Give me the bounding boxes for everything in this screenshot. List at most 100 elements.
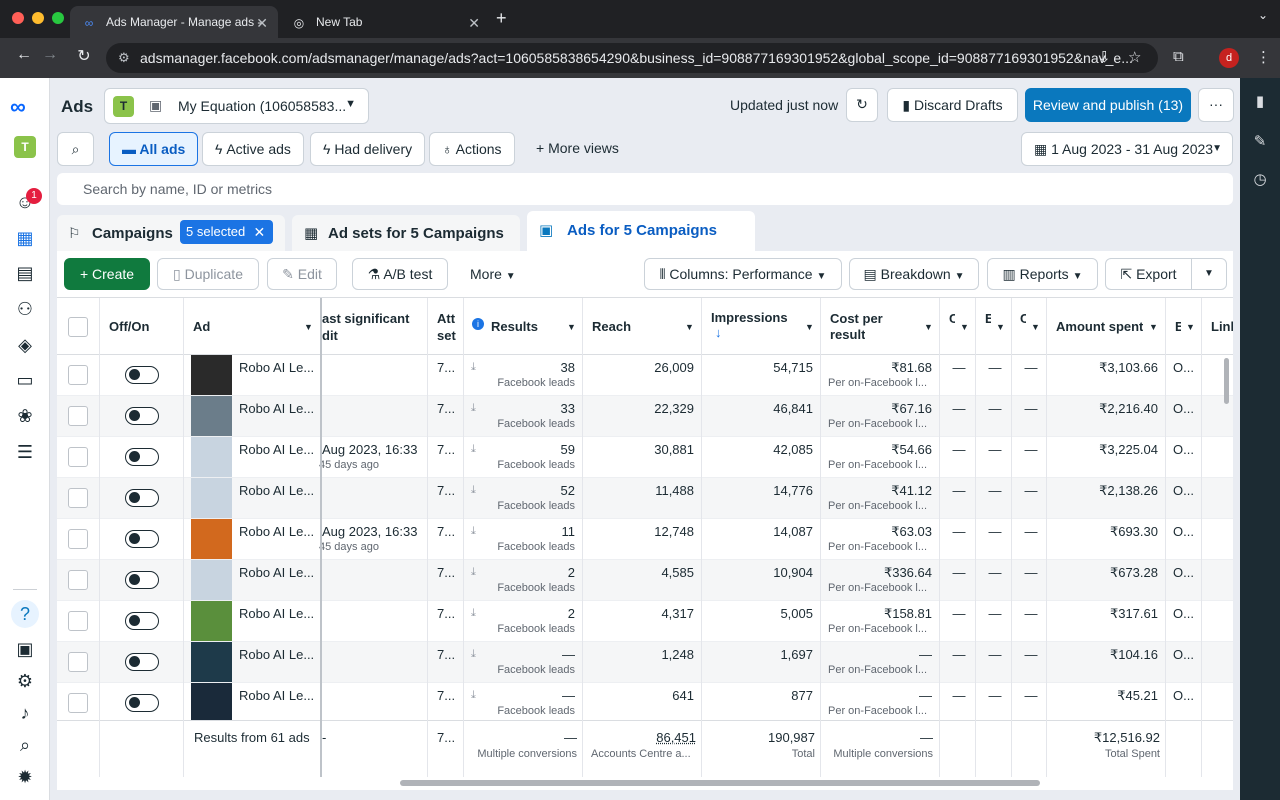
ad-name-link[interactable]: Robo AI Le... [239, 442, 315, 457]
col-c2[interactable]: E [985, 311, 991, 326]
ads-manager-icon[interactable]: ▦ [16, 228, 34, 248]
ad-thumbnail[interactable] [191, 355, 232, 395]
campaign-icon[interactable]: ◈ [18, 335, 32, 355]
more-options-button[interactable]: ··· [1198, 88, 1234, 122]
col-e[interactable]: E [1175, 319, 1181, 334]
ad-name-link[interactable]: Robo AI Le... [239, 483, 315, 498]
browser-tab-new-tab[interactable]: ◎ New Tab ✕ [280, 6, 490, 38]
account-selector[interactable]: T ▣ My Equation (106058583... ▼ [104, 88, 369, 124]
install-icon[interactable]: ⇩ [1098, 49, 1111, 66]
pages-icon[interactable]: ▤ [16, 263, 34, 283]
billing-icon[interactable]: ▭ [16, 370, 34, 390]
all-ads-view[interactable]: ▬ All ads [109, 132, 199, 166]
business-icon[interactable]: ❀ [17, 406, 33, 426]
col-results[interactable]: Results [491, 319, 538, 334]
tab-adsets[interactable]: ▦ Ad sets for 5 Campaigns [292, 215, 520, 251]
ad-thumbnail[interactable] [191, 642, 232, 682]
row-checkbox[interactable] [68, 529, 88, 549]
extensions-icon[interactable]: ⧉ [1173, 48, 1184, 65]
table-row[interactable]: Robo AI Le... 7... ⤓ — Facebook leads 1,248 1,… [57, 642, 1233, 683]
caret-down-icon[interactable]: ▼ [960, 322, 969, 332]
horizontal-scrollbar[interactable] [400, 780, 1040, 786]
profile-avatar[interactable]: d [1219, 48, 1239, 68]
columns-button[interactable]: ⫴ Columns: Performance ▼ [644, 258, 842, 290]
caret-down-icon[interactable]: ▼ [1186, 322, 1195, 332]
row-checkbox[interactable] [68, 611, 88, 631]
site-info-icon[interactable]: ⚙ [118, 50, 130, 65]
actions-view[interactable]: ♁ Actions [429, 132, 515, 166]
col-link[interactable]: Link [1211, 319, 1233, 334]
create-button[interactable]: + Create [64, 258, 150, 290]
vertical-scrollbar[interactable] [1224, 358, 1229, 404]
download-icon[interactable]: ⤓ [471, 607, 476, 619]
ad-thumbnail[interactable] [191, 601, 232, 641]
duplicate-button[interactable]: ▯ Duplicate [157, 258, 259, 290]
table-row[interactable]: Robo AI Le... 7... ⤓ 2 Facebook leads 4,585 10… [57, 560, 1233, 601]
ad-toggle[interactable] [125, 407, 159, 425]
edit-button[interactable]: ✎ Edit [267, 258, 337, 290]
maximize-window-button[interactable] [52, 12, 64, 24]
ad-toggle[interactable] [125, 653, 159, 671]
table-row[interactable]: Robo AI Le... Aug 2023, 16:33 45 days ago 7… [57, 519, 1233, 560]
ad-thumbnail[interactable] [191, 478, 232, 518]
address-bar[interactable]: ⚙ adsmanager.facebook.com/adsmanager/man… [106, 43, 1158, 73]
bell-icon[interactable]: ♪ [20, 703, 30, 723]
table-row[interactable]: Robo AI Le... 7... ⤓ 38 Facebook leads 26,009… [57, 355, 1233, 396]
info-icon[interactable]: i [472, 318, 484, 330]
col-amount-spent[interactable]: Amount spent [1056, 319, 1144, 334]
download-icon[interactable]: ⤓ [471, 443, 476, 455]
download-icon[interactable]: ⤓ [471, 689, 476, 701]
refresh-button[interactable]: ↻ [846, 88, 878, 122]
close-tab-icon[interactable]: ✕ [256, 15, 268, 31]
ad-name-link[interactable]: Robo AI Le... [239, 565, 315, 580]
reports-button[interactable]: ▥ Reports ▼ [987, 258, 1098, 290]
date-range-picker[interactable]: ▦ 1 Aug 2023 - 31 Aug 2023 ▼ [1021, 132, 1233, 166]
search-icon[interactable]: ⌕ [19, 735, 31, 755]
caret-down-icon[interactable]: ▼ [1031, 322, 1040, 332]
table-row[interactable]: Robo AI Le... 7... ⤓ 33 Facebook leads 22,329… [57, 396, 1233, 437]
meta-logo-icon[interactable]: ∞ [10, 94, 26, 119]
col-c1[interactable]: C [949, 311, 955, 326]
ad-name-link[interactable]: Robo AI Le... [239, 401, 315, 416]
row-checkbox[interactable] [68, 488, 88, 508]
col-attribution[interactable]: Att [437, 311, 456, 326]
ad-toggle[interactable] [125, 366, 159, 384]
col-offon[interactable]: Off/On [109, 319, 150, 334]
totals-reach[interactable]: 86,451 [656, 730, 696, 745]
forward-icon[interactable]: → [42, 46, 58, 63]
account-avatar[interactable]: T [14, 136, 36, 158]
back-icon[interactable]: ← [16, 46, 32, 63]
history-icon[interactable]: ◷ [1253, 171, 1267, 188]
more-button[interactable]: More ▼ [470, 266, 516, 282]
ad-toggle[interactable] [125, 530, 159, 548]
had-delivery-view[interactable]: ϟ Had delivery [310, 132, 426, 166]
col-impressions[interactable]: Impressions [711, 310, 788, 325]
ad-toggle[interactable] [125, 694, 159, 712]
export-options-button[interactable]: ▼ [1191, 258, 1227, 290]
chart-icon[interactable]: ▮ [1255, 93, 1265, 110]
ad-thumbnail[interactable] [191, 437, 232, 477]
download-icon[interactable]: ⤓ [471, 566, 476, 578]
close-tab-icon[interactable]: ✕ [468, 15, 480, 31]
col-last-edit[interactable]: ast significant [322, 311, 410, 326]
minimize-window-button[interactable] [32, 12, 44, 24]
ad-thumbnail[interactable] [191, 683, 232, 723]
discard-drafts-button[interactable]: ▮ Discard Drafts [887, 88, 1018, 122]
ad-toggle[interactable] [125, 489, 159, 507]
breakdown-button[interactable]: ▤ Breakdown ▼ [849, 258, 979, 290]
ad-toggle[interactable] [125, 448, 159, 466]
caret-down-icon[interactable]: ▼ [685, 322, 694, 332]
row-checkbox[interactable] [68, 447, 88, 467]
ad-name-link[interactable]: Robo AI Le... [239, 360, 315, 375]
bookmark-star-icon[interactable]: ☆ [1128, 49, 1142, 66]
download-icon[interactable]: ⤓ [471, 648, 476, 660]
browser-menu-icon[interactable]: ⋮ [1256, 49, 1271, 66]
new-tab-button[interactable]: + [496, 8, 507, 28]
pencil-icon[interactable]: ✎ [1253, 133, 1267, 150]
row-checkbox[interactable] [68, 406, 88, 426]
export-button[interactable]: ⇱ Export [1105, 258, 1192, 290]
row-checkbox[interactable] [68, 693, 88, 713]
search-toggle-button[interactable]: ⌕ [57, 132, 94, 166]
sort-desc-icon[interactable]: ↓ [715, 325, 722, 340]
select-all-checkbox[interactable] [68, 317, 88, 337]
